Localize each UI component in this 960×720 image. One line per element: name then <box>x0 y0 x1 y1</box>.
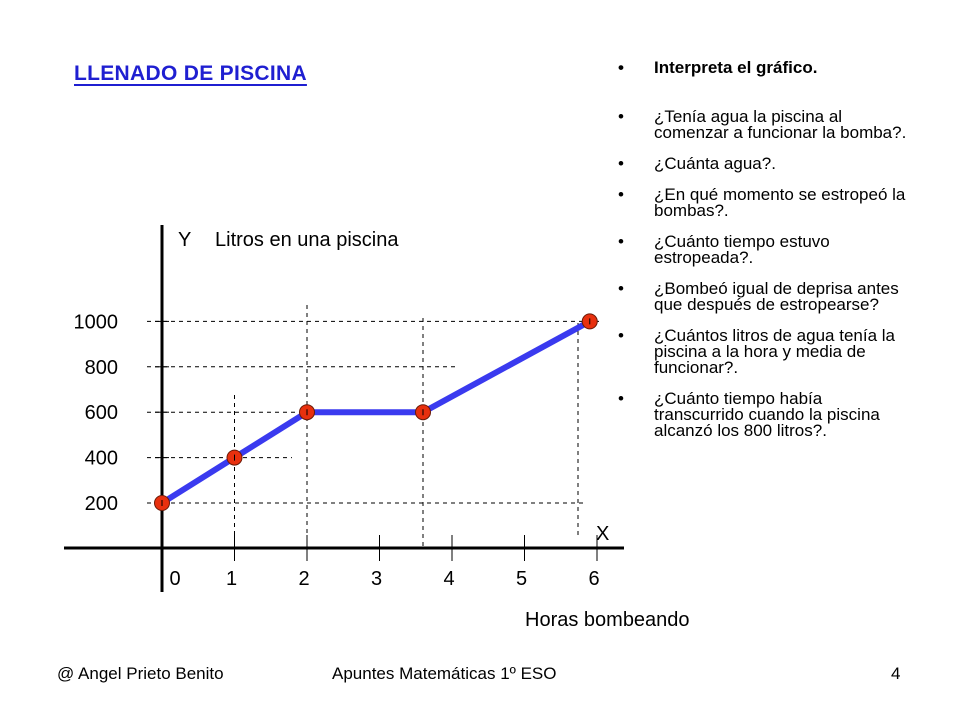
y-tick-label: 1000 <box>74 311 119 333</box>
question-text: ¿Cuánta agua?. <box>654 154 776 173</box>
data-points <box>154 313 598 511</box>
x-tick-label: 3 <box>371 568 382 590</box>
question-text: ¿Bombeó igual de deprisa antes que despu… <box>654 279 899 314</box>
grid-lines <box>147 305 600 548</box>
question-heading: • Interpreta el gráfico. <box>616 58 916 77</box>
series-line <box>159 318 593 506</box>
question-text: ¿Tenía agua la piscina al comenzar a fun… <box>654 107 907 142</box>
question-item: • ¿Bombeó igual de deprisa antes que desp… <box>616 279 916 314</box>
axis-ticks <box>155 320 598 561</box>
question-text: ¿Cuánto tiempo estuvo estropeada?. <box>654 232 830 267</box>
x-tick-label: 2 <box>298 568 309 590</box>
question-item: • ¿Tenía agua la piscina al comenzar a fu… <box>616 107 916 142</box>
bullet-icon: • <box>618 107 624 126</box>
question-item: • ¿Cuántos litros de agua tenía la piscin… <box>616 326 916 377</box>
bullet-icon: • <box>618 185 624 204</box>
bullet-icon: • <box>618 232 624 251</box>
question-item: • ¿Cuánto tiempo había transcurrido cuand… <box>616 389 916 440</box>
y-tick-label: 200 <box>85 493 118 515</box>
y-tick-label: 800 <box>85 357 118 379</box>
question-text: ¿En qué momento se estropeó la bombas?. <box>654 185 906 220</box>
question-text: ¿Cuántos litros de agua tenía la piscina… <box>654 326 895 377</box>
footer-course: Apuntes Matemáticas 1º ESO <box>332 664 557 683</box>
footer-author: @ Angel Prieto Benito <box>57 664 224 683</box>
question-item: • ¿En qué momento se estropeó la bombas?. <box>616 185 916 220</box>
series-polyline <box>159 318 593 506</box>
x-axis-label: Horas bombeando <box>525 609 690 631</box>
y-axis-label: Litros en una piscina <box>215 229 399 251</box>
x-tick-label: 1 <box>226 568 237 590</box>
question-item: • ¿Cuánto tiempo estuvo estropeada?. <box>616 232 916 267</box>
y-axis-letter: Y <box>178 229 191 251</box>
y-tick-label: 400 <box>85 448 118 470</box>
bullet-icon: • <box>618 154 624 173</box>
bullet-icon: • <box>618 58 624 77</box>
bullet-icon: • <box>618 279 624 298</box>
question-list: • Interpreta el gráfico. • ¿Tenía agua la p… <box>616 58 916 454</box>
y-tick-label: 600 <box>85 402 118 424</box>
x-tick-label: 6 <box>588 568 599 590</box>
question-text: Interpreta el gráfico. <box>654 58 818 77</box>
slide-title: LLENADO DE PISCINA <box>74 62 307 85</box>
question-text: ¿Cuánto tiempo había transcurrido cuando… <box>654 389 880 440</box>
bullet-icon: • <box>618 389 624 408</box>
question-item: • ¿Cuánta agua?. <box>616 154 916 173</box>
x-tick-label: 5 <box>516 568 527 590</box>
x-axis-letter: X <box>596 523 609 545</box>
x-tick-label: 0 <box>169 568 180 590</box>
footer-page-number: 4 <box>891 664 901 683</box>
x-tick-label: 4 <box>443 568 454 590</box>
tick-labels: 200 400 600 800 1000 0 1 2 3 4 5 6 <box>74 311 600 590</box>
bullet-icon: • <box>618 326 624 345</box>
